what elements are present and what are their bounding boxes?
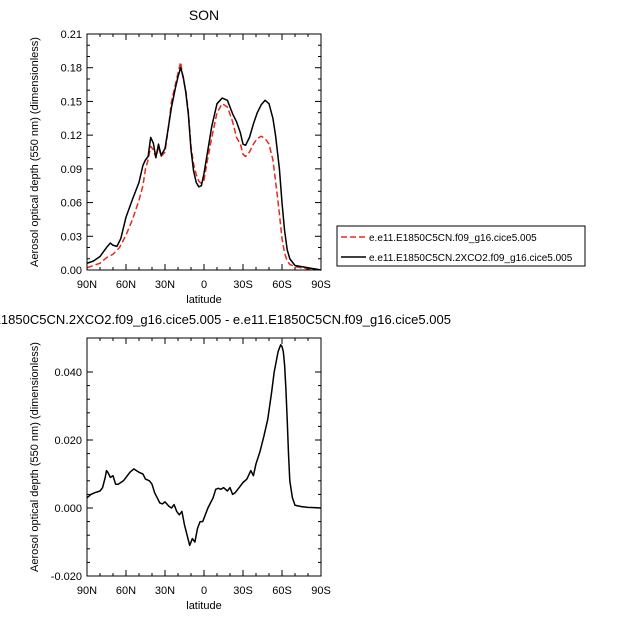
chart-title: SON [189,7,219,23]
y-tick-label: 0.000 [54,503,82,515]
x-tick-label: 30S [233,279,253,291]
x-tick-label: 30N [155,585,175,597]
y-tick-label: 0.03 [61,231,82,243]
x-tick-label: 60N [116,279,136,291]
y-tick-label: 0.00 [61,265,82,277]
plot-frame [86,337,322,577]
y-tick-label: 0.15 [61,96,82,108]
x-tick-label: 60S [272,585,292,597]
legend-label-2: e.e11.E1850C5CN.2XCO2.f09_g16.cice5.005 [369,253,573,264]
x-tick-label: 0 [201,279,207,291]
y-axis-label: Aerosol optical depth (550 nm) (dimensio… [29,342,41,572]
y-tick-label: 0.18 [61,63,82,75]
x-tick-label: 30N [155,279,175,291]
x-tick-label: 90S [311,585,331,597]
y-axis-label: Aerosol optical depth (550 nm) (dimensio… [29,37,41,267]
y-tick-label: 0.12 [61,130,82,142]
x-axis-label: latitude [186,600,221,612]
x-tick-label: 0 [201,585,207,597]
x-tick-label: 60N [116,585,136,597]
chart-panel-2: e.e11.E1850C5CN.2XCO2.f09_g16.cice5.005 … [0,312,451,612]
x-tick-label: 90N [77,279,97,291]
y-tick-label: 0.020 [54,435,82,447]
series-line-1 [86,344,322,547]
y-tick-label: 0.06 [61,198,82,210]
chart-title: e.e11.E1850C5CN.2XCO2.f09_g16.cice5.005 … [0,312,451,327]
x-axis-label: latitude [186,294,221,306]
legend-box [336,225,586,267]
series-line-1 [86,61,322,271]
x-tick-label: 30S [233,585,253,597]
y-tick-label: -0.020 [51,571,82,583]
y-tick-label: 0.09 [61,164,82,176]
y-tick-label: 0.040 [54,367,82,379]
legend-label-1: e.e11.E1850C5CN.f09_g16.cice5.005 [369,233,537,244]
legend: e.e11.E1850C5CN.f09_g16.cice5.005 e.e11.E… [336,225,586,267]
chart-panel-1: SON 90N 60N 30N 0 30S 60S 90S 0.00 0.03 0.06 0.09 0.… [29,7,586,306]
y-tick-label: 0.21 [61,29,82,41]
series-line-2 [86,66,322,271]
x-tick-label: 60S [272,279,292,291]
x-tick-label: 90N [77,585,97,597]
x-tick-label: 90S [311,279,331,291]
